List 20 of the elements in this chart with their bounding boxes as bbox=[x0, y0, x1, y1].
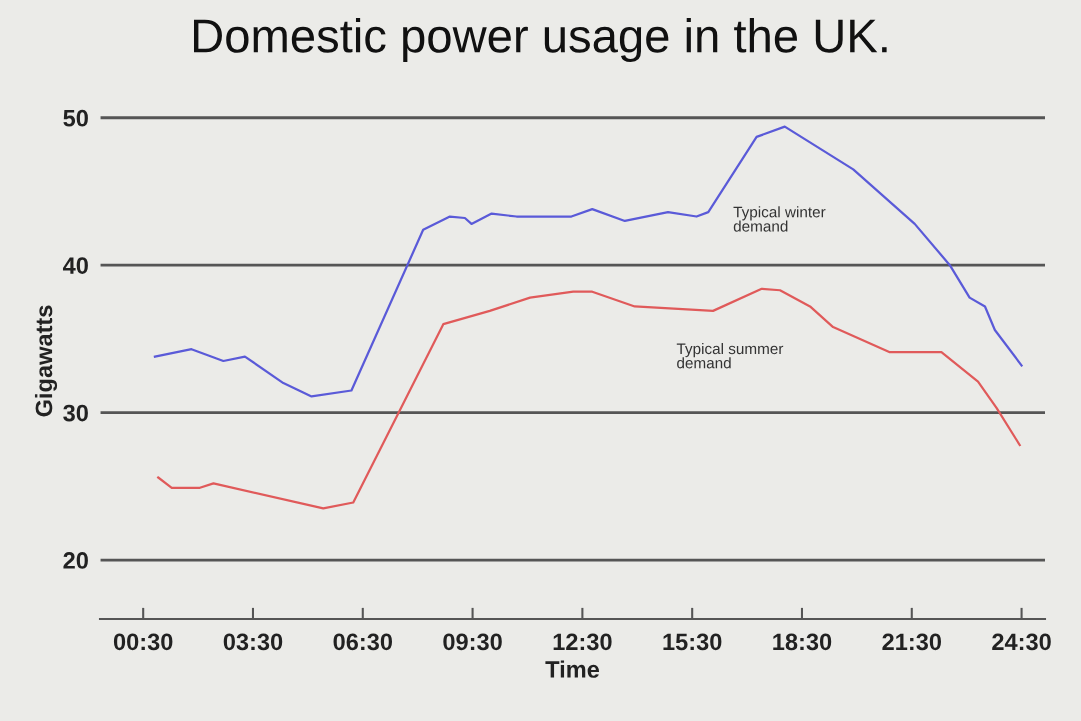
y-tick-label: 20 bbox=[63, 552, 88, 569]
x-tick-label: 18:30 bbox=[773, 633, 832, 651]
y-tick-label: 30 bbox=[63, 404, 88, 422]
annotation: Typical winter demand bbox=[733, 206, 826, 232]
chart-title: Domestic power usage in the UK. bbox=[194, 18, 887, 63]
x-tick-label: 12:30 bbox=[553, 633, 612, 651]
x-axis-title: Time bbox=[545, 660, 600, 678]
annotation: Typical summer demand bbox=[676, 342, 784, 369]
line-series bbox=[153, 125, 1023, 398]
x-tick-label: 21:30 bbox=[882, 633, 942, 651]
x-tick-label: 15:30 bbox=[663, 633, 722, 651]
x-tick-label: 06:30 bbox=[333, 633, 393, 651]
y-axis-title: Gigawatts bbox=[34, 305, 58, 417]
y-tick-label: 40 bbox=[62, 257, 88, 274]
x-tick-label: 24:30 bbox=[992, 633, 1051, 651]
y-tick-label: 50 bbox=[63, 109, 88, 127]
line-series bbox=[157, 287, 1021, 510]
x-tick-label: 00:30 bbox=[113, 633, 173, 651]
x-tick-label: 09:30 bbox=[443, 633, 502, 651]
x-tick-label: 03:30 bbox=[223, 633, 283, 651]
